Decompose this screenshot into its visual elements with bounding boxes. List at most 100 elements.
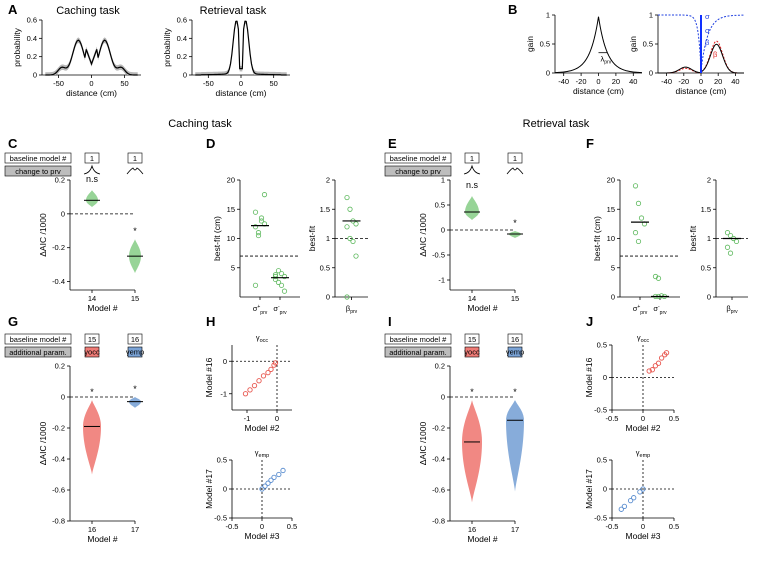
y-tick-label: 20	[227, 176, 235, 185]
panel-c-second-label: change to prv	[15, 167, 61, 176]
panel-j-top-title: γocc	[637, 333, 650, 344]
x-axis-label: distance (cm)	[66, 88, 117, 98]
panel-e-baseline-value: 1	[470, 154, 474, 163]
panel-d-beta-data-point	[353, 253, 359, 259]
panel-j-top-data-point	[663, 350, 670, 356]
panel-i-violin-model-17	[506, 400, 524, 492]
y-tick-label: -0.4	[432, 455, 445, 464]
panel-e-kernel-glyph	[506, 167, 524, 175]
panel-d-sigma-data-point	[255, 230, 262, 236]
x-tick-label: 0	[89, 79, 93, 88]
x-tick-label: -40	[558, 77, 569, 86]
panel-d-beta-data-point	[344, 194, 350, 201]
panel-j-bottom-data-point	[637, 489, 643, 495]
panel-f-beta-data-point	[724, 244, 731, 250]
panel-j-bottom-data-point	[618, 506, 624, 512]
x-tick-label: 0	[641, 522, 645, 531]
panel-h-bottom-data-point	[259, 486, 265, 492]
panel-d-sigma-data-point	[252, 224, 259, 230]
y-tick-label: 0	[33, 71, 37, 80]
beta-annot: β	[713, 50, 718, 59]
y-tick-label: 0	[707, 293, 711, 302]
y-tick-label: 20	[607, 176, 615, 185]
x-axis-label: Model #	[467, 534, 498, 544]
y-tick-label: -0.6	[52, 486, 65, 495]
y-tick-label: 0	[603, 373, 607, 382]
panel-i-baseline-value: 15	[468, 335, 476, 344]
y-tick-label: -0.5	[594, 406, 607, 415]
y-tick-label: -0.5	[432, 251, 445, 260]
x-tick-label: -50	[53, 79, 64, 88]
panel-e-model-tick: 14	[468, 294, 476, 303]
y-tick-label: 0	[441, 226, 445, 235]
y-tick-label: 1.5	[320, 205, 330, 214]
panel-h-bottom-data-point	[262, 483, 268, 489]
panel-j-top-data-point	[646, 368, 652, 374]
panel-j-bottom-data-point	[627, 497, 634, 504]
panel-c-significance: *	[133, 226, 137, 236]
panel-e-baseline-value: 1	[513, 154, 517, 163]
panel-g-param-box	[127, 346, 143, 358]
panel-i-param-label: γocc	[464, 348, 480, 357]
x-tick-label: -0.5	[606, 522, 619, 531]
x-axis-label: Model #2	[245, 423, 280, 433]
param-label: σ+prv	[253, 304, 268, 316]
panel-i-significance: *	[470, 387, 474, 397]
x-tick-label: -20	[678, 77, 689, 86]
panel-e-kernel-glyph	[463, 164, 481, 175]
x-tick-label: -0.5	[606, 414, 619, 423]
y-tick-label: -0.2	[432, 424, 445, 433]
axis-label: Model #16	[204, 357, 214, 397]
x-tick-label: 20	[612, 77, 620, 86]
y-tick-label: 0.4	[27, 34, 37, 43]
x-axis-label: Model #	[467, 303, 498, 313]
axis-label: probability	[162, 27, 172, 66]
y-tick-label: 1	[441, 176, 445, 185]
y-tick-label: 2	[707, 176, 711, 185]
y-tick-label: 0.5	[217, 456, 227, 465]
panel-e-baseline-box	[507, 152, 523, 164]
x-tick-label: 0	[699, 77, 703, 86]
panel-i-baseline-box	[464, 333, 480, 345]
beta-annot: β	[705, 38, 710, 47]
panel-h-bottom-data-point	[271, 474, 277, 481]
panel-g-baseline-box	[84, 333, 100, 345]
panel-d-sigma-data-point	[252, 282, 259, 288]
panel-i-second-label-box	[384, 346, 452, 358]
panel-i-significance: *	[513, 387, 517, 397]
section-title-retrieval: Retrieval task	[523, 118, 590, 130]
y-tick-label: -1	[220, 389, 227, 398]
y-tick-label: 0.2	[55, 362, 65, 371]
axis-label: Model #16	[584, 357, 594, 397]
panel-h-top-data-point	[251, 382, 258, 389]
panel-f-beta-data-point	[733, 238, 740, 245]
panel-g-baseline-value: 15	[88, 335, 96, 344]
panel-c-baseline-value: 1	[90, 154, 94, 163]
y-tick-label: 1	[649, 11, 653, 20]
y-tick-label: -1	[438, 276, 445, 285]
y-tick-label: 1	[707, 234, 711, 243]
axis-label: ΔAIC /1000	[418, 213, 428, 257]
panel-h-bottom-data-point	[265, 480, 271, 486]
panel-j-top-data-point	[658, 355, 665, 361]
panel-d-sigma-data-point	[281, 288, 288, 294]
x-axis-label: distance (cm)	[573, 86, 624, 96]
panel-c-kernel-glyph	[126, 167, 144, 175]
panel-label-J: J	[586, 314, 593, 329]
y-tick-label: -0.8	[52, 517, 65, 526]
panel-g-baseline-value: 16	[131, 335, 139, 344]
panel-e-baseline-label-box	[384, 152, 452, 164]
y-tick-label: 0.4	[177, 34, 187, 43]
axis-label: best-fit	[307, 225, 317, 251]
panel-e-model-tick: 15	[511, 294, 519, 303]
y-tick-label: 0.2	[435, 362, 445, 371]
x-tick-label: 0.5	[669, 522, 679, 531]
panel-label-E: E	[388, 136, 397, 151]
panel-i-baseline-value: 16	[511, 335, 519, 344]
section-title-caching: Caching task	[168, 118, 232, 130]
title-caching-task: Caching task	[56, 5, 120, 17]
panel-c-violin-model-14	[86, 190, 98, 208]
panel-d-sigma-data-point	[258, 218, 265, 224]
panel-d-beta-data-point	[344, 224, 350, 230]
y-tick-label: -0.6	[432, 486, 445, 495]
